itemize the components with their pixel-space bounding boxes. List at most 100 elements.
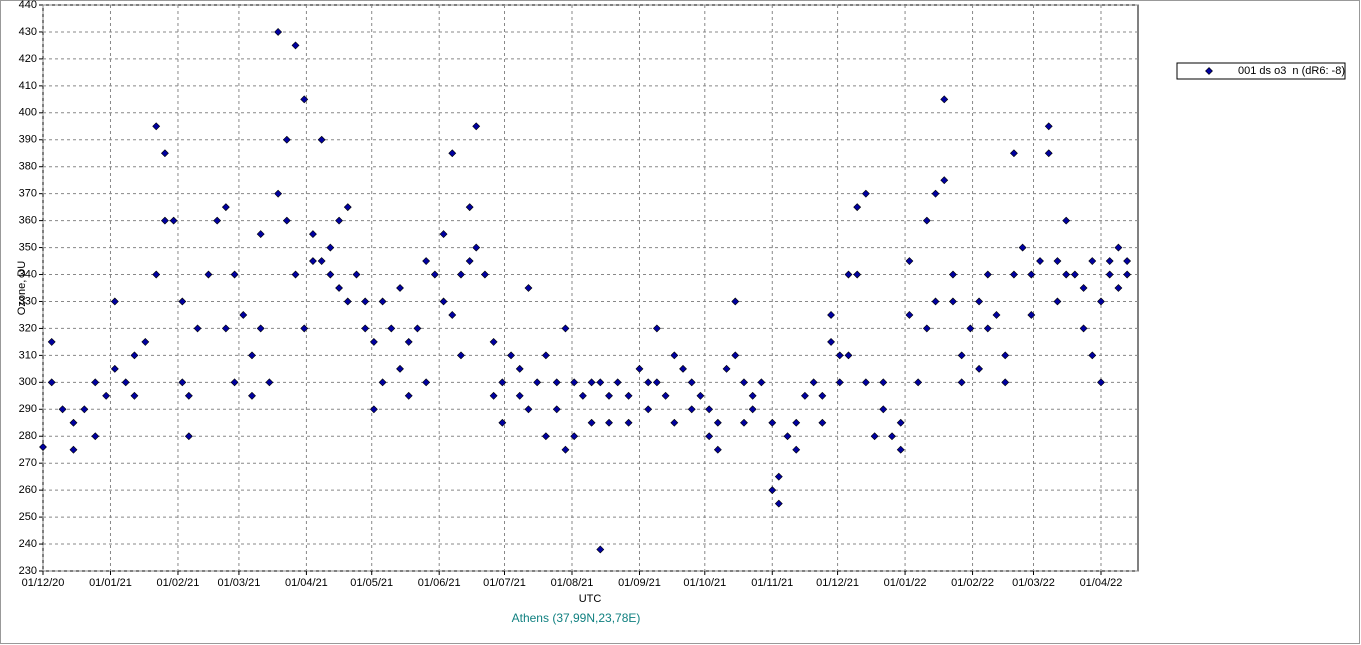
point — [957, 351, 966, 360]
point — [757, 378, 766, 387]
point — [317, 135, 326, 144]
point — [774, 472, 783, 481]
point — [570, 432, 579, 441]
point — [439, 230, 448, 239]
point — [905, 257, 914, 265]
y-tick-label: 260 — [19, 484, 37, 496]
point — [827, 311, 835, 319]
point — [931, 189, 940, 198]
point — [524, 405, 533, 414]
point — [578, 391, 587, 400]
point — [861, 189, 870, 198]
y-tick-label: 320 — [19, 322, 37, 334]
point — [404, 391, 413, 400]
point — [230, 378, 239, 387]
point — [1053, 297, 1062, 306]
x-tick-label: 01/12/20 — [22, 577, 65, 589]
point — [193, 324, 202, 333]
y-tick-label: 310 — [19, 349, 37, 361]
point — [1009, 270, 1018, 279]
point — [326, 243, 335, 252]
point — [1070, 270, 1079, 279]
point — [975, 297, 984, 306]
point — [1062, 270, 1071, 279]
point — [605, 418, 613, 427]
point — [448, 149, 457, 158]
point — [160, 216, 169, 225]
x-tick-label: 01/01/22 — [884, 577, 927, 589]
point — [561, 445, 570, 454]
point — [635, 364, 644, 373]
point — [966, 324, 975, 333]
point — [853, 203, 862, 212]
point — [670, 351, 679, 360]
point — [69, 418, 78, 427]
legend-label: 001 ds o3 n (dR6: -8) — [1238, 65, 1345, 77]
point — [905, 311, 914, 319]
point — [300, 95, 309, 104]
point — [309, 230, 317, 239]
point — [613, 378, 622, 387]
x-tick-label: 01/10/21 — [683, 577, 726, 589]
point — [369, 405, 378, 414]
point — [130, 391, 139, 400]
point — [300, 324, 309, 333]
point — [722, 364, 731, 373]
point — [624, 391, 633, 400]
point — [498, 378, 507, 387]
point — [524, 284, 533, 292]
y-tick-label: 380 — [19, 161, 37, 173]
point — [896, 445, 905, 454]
point — [457, 351, 465, 360]
point — [1105, 257, 1114, 265]
point — [480, 270, 489, 279]
point — [248, 391, 256, 400]
y-tick-label: 400 — [19, 107, 37, 119]
point — [801, 391, 809, 400]
point — [1114, 243, 1123, 252]
y-tick-label: 330 — [19, 295, 37, 307]
point — [687, 378, 696, 387]
point — [121, 378, 130, 387]
point — [818, 391, 827, 400]
point — [178, 297, 187, 306]
point — [352, 270, 361, 279]
point — [587, 378, 596, 387]
point — [422, 257, 431, 265]
point — [861, 378, 870, 387]
point — [378, 378, 387, 387]
y-tick-label: 270 — [19, 457, 37, 469]
point — [507, 351, 515, 360]
point — [472, 243, 481, 252]
point — [152, 122, 161, 131]
x-tick-label: 01/02/21 — [157, 577, 200, 589]
x-tick-label: 01/11/21 — [751, 577, 793, 589]
y-tick-label: 290 — [19, 403, 37, 415]
point — [1123, 270, 1132, 279]
point — [404, 337, 413, 346]
y-tick-label: 340 — [19, 268, 37, 280]
y-tick-label: 410 — [19, 80, 37, 92]
point — [102, 391, 111, 400]
point — [221, 324, 230, 333]
point — [1001, 351, 1010, 360]
x-tick-label: 01/04/21 — [285, 577, 328, 589]
point — [713, 445, 722, 454]
point — [983, 270, 992, 279]
point — [731, 297, 740, 306]
x-tick-label: 01/03/22 — [1012, 577, 1055, 589]
point — [879, 378, 888, 387]
point — [879, 405, 888, 414]
point — [515, 391, 524, 400]
point — [983, 324, 992, 333]
point — [870, 432, 879, 441]
point — [439, 297, 448, 306]
point — [465, 257, 474, 265]
point — [430, 270, 439, 279]
point — [317, 257, 326, 265]
point — [587, 418, 596, 427]
point — [670, 418, 679, 427]
point — [58, 405, 67, 414]
point — [309, 257, 317, 265]
